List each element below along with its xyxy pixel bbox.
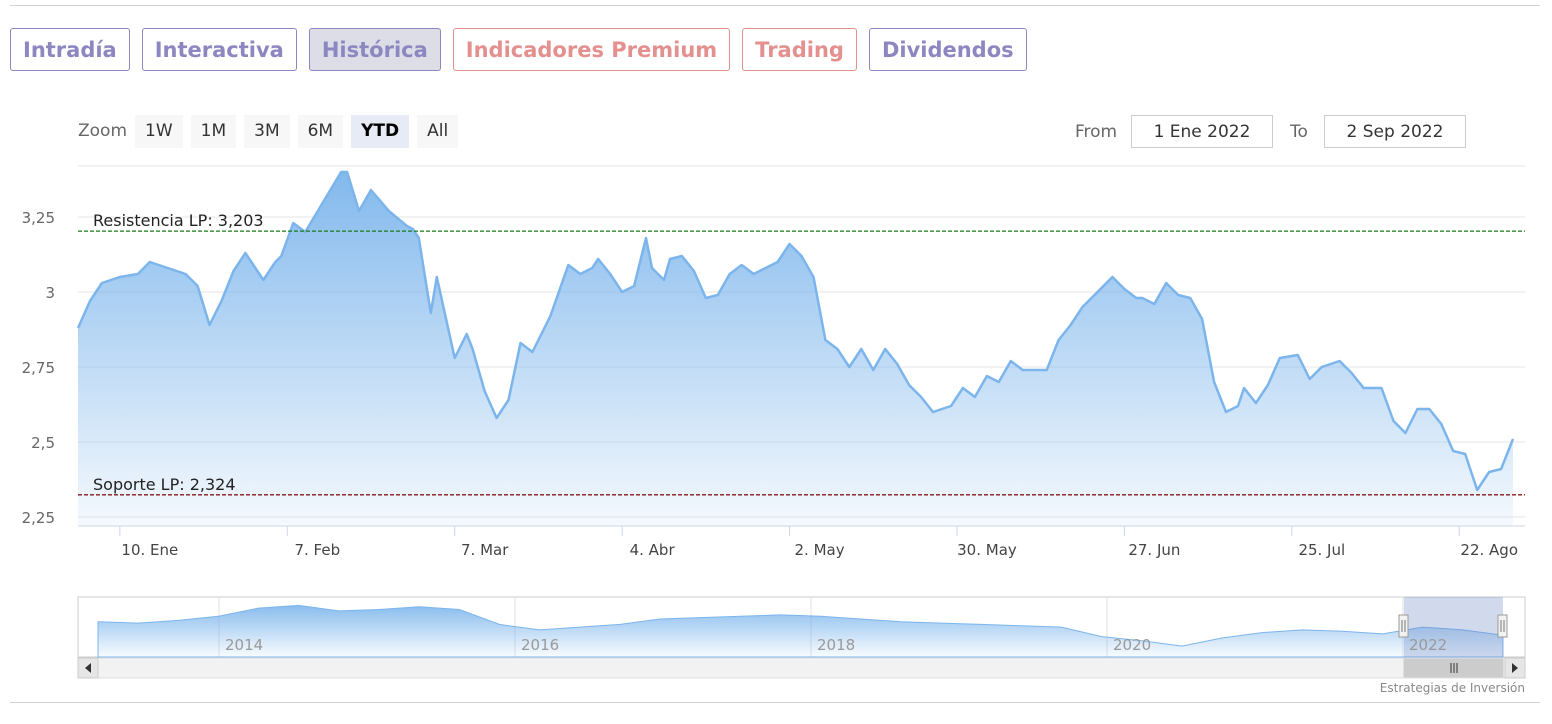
navigator-handle-right[interactable] bbox=[1497, 614, 1508, 638]
y-tick-label: 2,25 bbox=[22, 509, 55, 527]
x-tick-label: 27. Jun bbox=[1128, 541, 1180, 559]
price-area bbox=[78, 172, 1513, 526]
y-tick-label: 3,25 bbox=[22, 209, 55, 227]
x-tick-label: 7. Mar bbox=[461, 541, 509, 559]
x-tick-label: 2. May bbox=[794, 541, 844, 559]
zoom-ytd-button[interactable]: YTD bbox=[351, 114, 410, 148]
tab-dividendos[interactable]: Dividendos bbox=[868, 28, 1027, 71]
navigator-labels: 2014 2016 2018 2020 2022 bbox=[225, 636, 1447, 654]
tab-indicadores-premium[interactable]: Indicadores Premium bbox=[452, 28, 731, 71]
zoom-selector: Zoom 1W 1M 3M 6M YTD All bbox=[78, 114, 466, 148]
tab-historica[interactable]: Histórica bbox=[308, 28, 441, 71]
x-tick-label: 10. Ene bbox=[121, 541, 178, 559]
from-label: From bbox=[1075, 121, 1118, 142]
x-tick-label: 30. May bbox=[957, 541, 1017, 559]
x-tick-label: 25. Jul bbox=[1298, 541, 1345, 559]
y-axis: 2,25 2,5 2,75 3 3,25 bbox=[22, 209, 55, 527]
tab-interactiva[interactable]: Interactiva bbox=[141, 28, 297, 71]
y-tick-label: 2,75 bbox=[22, 359, 55, 377]
scrollbar-track[interactable] bbox=[77, 657, 1526, 679]
navigator-year-label: 2018 bbox=[817, 636, 855, 654]
y-tick-label: 2,5 bbox=[31, 434, 55, 452]
scroll-right-button[interactable] bbox=[1504, 657, 1526, 679]
x-tick-label: 22. Ago bbox=[1460, 541, 1518, 559]
navigator-area bbox=[97, 604, 1504, 658]
navigator-selection[interactable] bbox=[1404, 597, 1503, 657]
top-border bbox=[10, 5, 1540, 6]
y-tick-label: 3 bbox=[45, 284, 55, 302]
price-line bbox=[76, 170, 1515, 492]
zoom-6m-button[interactable]: 6M bbox=[297, 114, 344, 148]
zoom-1w-button[interactable]: 1W bbox=[135, 114, 183, 148]
tab-trading[interactable]: Trading bbox=[742, 28, 857, 71]
zoom-label: Zoom bbox=[78, 121, 128, 141]
from-date-input[interactable]: 1 Ene 2022 bbox=[1131, 115, 1273, 148]
zoom-3m-button[interactable]: 3M bbox=[244, 114, 290, 148]
annotation-label: Soporte LP: 2,324 bbox=[93, 475, 236, 494]
navigator-year-label: 2014 bbox=[225, 636, 263, 654]
x-axis: 10. Ene 7. Feb 7. Mar 4. Abr 2. May 30. May 27… bbox=[119, 526, 1518, 559]
zoom-1m-button[interactable]: 1M bbox=[190, 114, 237, 148]
x-tick-label: 4. Abr bbox=[630, 541, 676, 559]
to-label: To bbox=[1290, 121, 1308, 142]
annotations: Resistencia LP: 3,203 Soporte LP: 2,324 bbox=[78, 211, 1525, 496]
navigator-year-label: 2016 bbox=[521, 636, 559, 654]
scrollbar-thumb[interactable] bbox=[1403, 658, 1504, 678]
scroll-left-button[interactable] bbox=[77, 657, 99, 679]
chart-credit: Estrategias de Inversión bbox=[1379, 681, 1525, 695]
chart-tabs: Intradía Interactiva Histórica Indicador… bbox=[10, 28, 1027, 71]
to-date-input[interactable]: 2 Sep 2022 bbox=[1324, 115, 1466, 148]
x-tick-label: 7. Feb bbox=[294, 541, 340, 559]
navigator-year-label: 2022 bbox=[1409, 636, 1447, 654]
navigator-handle-left[interactable] bbox=[1398, 614, 1409, 638]
navigator-year-label: 2020 bbox=[1113, 636, 1151, 654]
zoom-all-button[interactable]: All bbox=[417, 114, 459, 148]
annotation-label: Resistencia LP: 3,203 bbox=[93, 211, 264, 230]
bottom-border bbox=[10, 702, 1540, 703]
tab-intradia[interactable]: Intradía bbox=[10, 28, 130, 71]
